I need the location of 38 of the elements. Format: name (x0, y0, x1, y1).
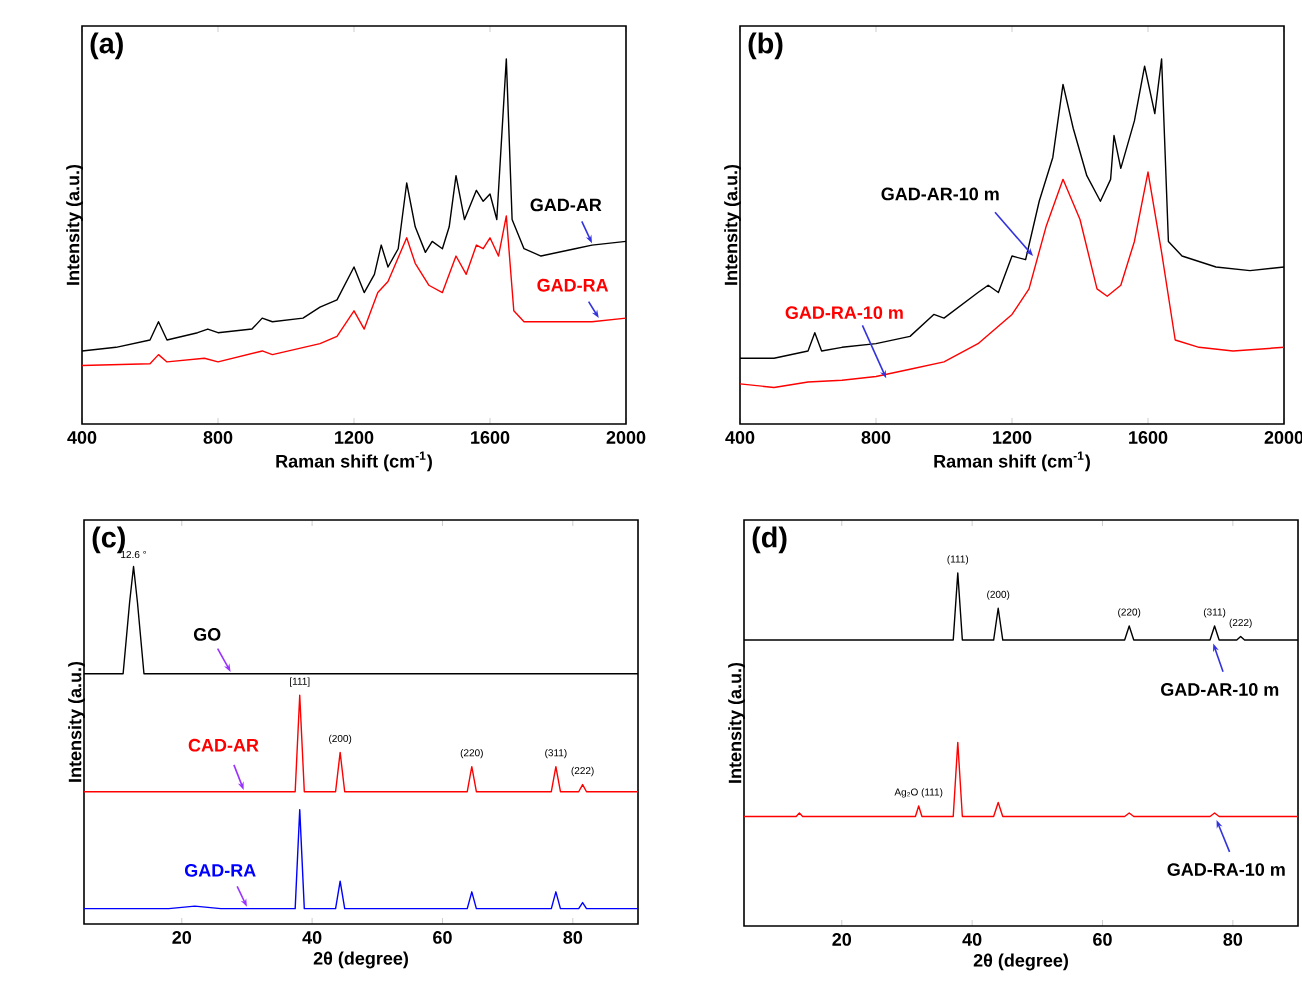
x-axis-title: Raman shift (cm$^{-1}$) (934, 451, 1090, 472)
x-tick-label: 400 (67, 431, 97, 444)
x-tick-label: 400 (725, 431, 755, 444)
x-tick-label: 60 (433, 931, 452, 944)
chart-title: (d) (752, 526, 787, 554)
text: GAD-AR-10 m (881, 187, 999, 201)
x-tick-label: 40 (302, 931, 322, 944)
text: GAD-AR-10 m (1161, 683, 1279, 696)
x-tick-label: 1200 (335, 431, 374, 444)
x-tick-label: 20 (172, 931, 192, 944)
x-tick-label: 80 (563, 931, 583, 944)
x-tick-label: 40 (962, 933, 982, 946)
x-tick-label: 800 (861, 431, 891, 444)
x-tick-label: 60 (1093, 933, 1112, 946)
chart-title: (a) (90, 32, 123, 60)
y-axis-title: Intensity (a.u.) (68, 661, 85, 782)
x-tick-label: 2000 (606, 431, 646, 444)
text: CAD-AR (188, 738, 259, 752)
text: GAD-RA-10 m (1167, 863, 1285, 876)
x-axis-title: 2θ (degree) (973, 953, 1068, 971)
series-label: GO (193, 628, 221, 641)
chart-title: (c) (92, 526, 125, 554)
x-tick-label: 1600 (1129, 431, 1168, 444)
series-label: GAD-RA (184, 863, 256, 877)
y-axis-title: Intensity (a.u.) (728, 662, 745, 783)
y-axis-title: Intensity (a.u.) (724, 164, 741, 285)
text: GAD-RA-10 m (785, 306, 903, 320)
x-tick-label: 80 (1223, 933, 1243, 946)
x-tick-label: 1200 (993, 431, 1032, 444)
x-tick-label: 800 (203, 431, 233, 444)
x-tick-label: 1600 (471, 431, 510, 444)
y-axis-title: Intensity (a.u.) (66, 164, 83, 285)
series-label: GAD-RA (537, 278, 609, 292)
series-label: GAD-AR (530, 198, 602, 212)
x-tick-label: 20 (832, 933, 852, 946)
x-axis-title: 2θ (degree) (313, 951, 408, 969)
x-axis-title: Raman shift (cm$^{-1}$) (276, 451, 432, 472)
chart-title: (b) (748, 32, 783, 60)
